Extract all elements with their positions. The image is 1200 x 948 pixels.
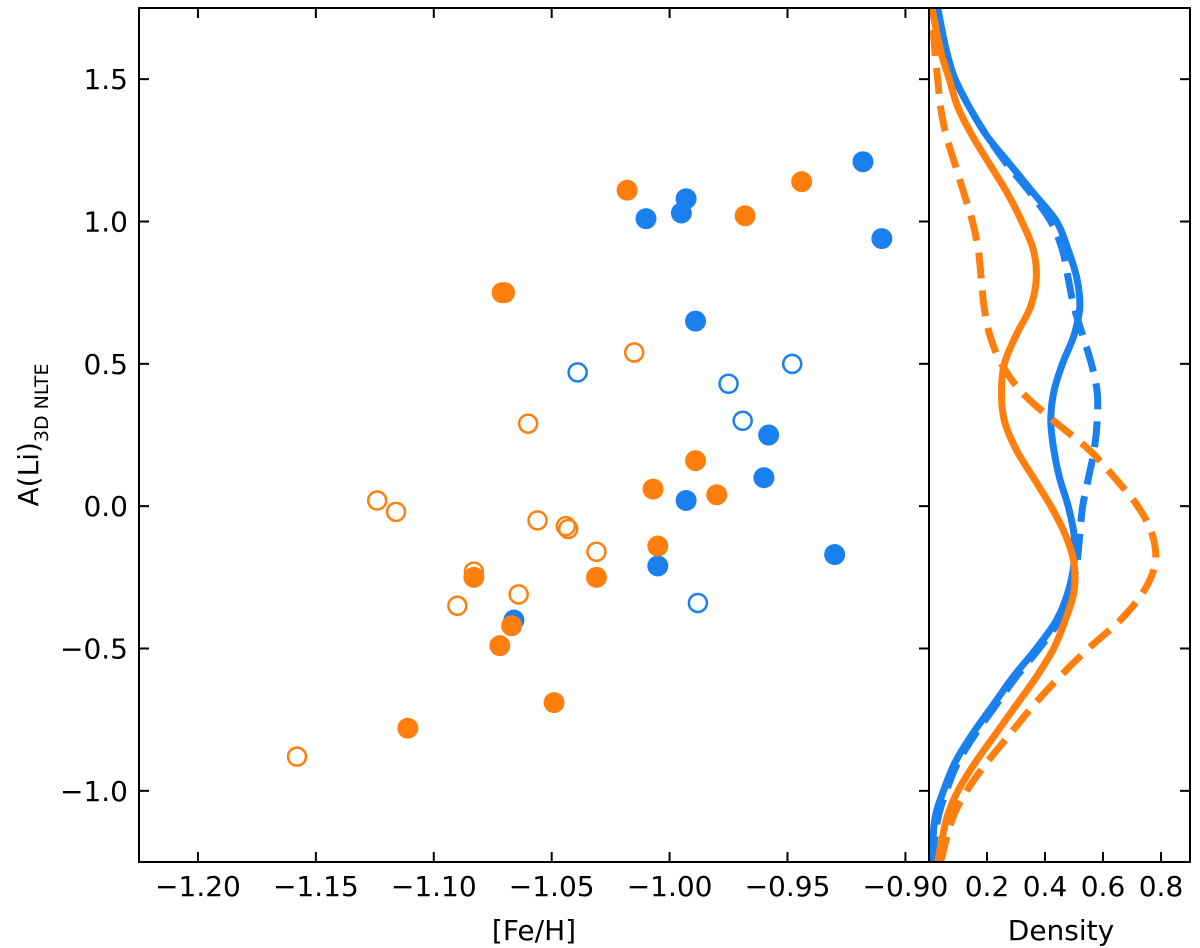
y-tick-label: −1.0 (60, 775, 128, 808)
orange-filled-point (616, 179, 638, 201)
orange-open-point (463, 561, 485, 582)
blue-filled-point (647, 555, 669, 577)
y-axis-title-subscript: 3D NLTE (31, 364, 53, 443)
orange-filled-point (706, 484, 728, 506)
density-tick-label: 0.6 (1081, 870, 1126, 903)
x-tick-label: −0.90 (863, 870, 949, 903)
blue-open-point (732, 410, 753, 432)
blue-open-point (781, 353, 803, 375)
orange-open-point (623, 342, 645, 363)
orange-filled-point (642, 478, 664, 500)
density-curves (929, 8, 1160, 862)
y-axis-title: A(Li)3D NLTE (12, 364, 53, 507)
density-tick-label: 0.2 (965, 870, 1010, 903)
blue-open-point (567, 362, 588, 383)
orange-open-point (447, 595, 468, 617)
scatter-ticks: −1.20 −1.15 −1.10 −1.05 −1.00 −0.95 −0.90 −1.0 −… (60, 8, 1190, 903)
x-tick-label: −1.15 (273, 870, 359, 903)
blue-filled-point (758, 424, 780, 446)
y-tick-label: 0.5 (83, 348, 128, 381)
blue-dashed-density-curve (929, 8, 1102, 862)
blue-filled-point (824, 544, 846, 566)
scatter-points (286, 151, 893, 767)
orange-filled-point (543, 692, 565, 714)
blue-filled-point (871, 228, 893, 250)
orange-open-point (366, 490, 388, 511)
blue-open-point (687, 592, 709, 614)
y-axis-title-main: A(Li) (12, 442, 45, 506)
x-axis-title: [Fe/H] (492, 914, 576, 947)
y-tick-label: −0.5 (60, 633, 128, 666)
orange-open-point (286, 746, 308, 767)
blue-filled-point (753, 467, 775, 489)
orange-filled-point (489, 635, 511, 657)
density-tick-label: 0.8 (1139, 870, 1184, 903)
y-tick-label: 1.5 (83, 63, 128, 96)
scatter-panel-frame (138, 7, 930, 863)
orange-filled-point (463, 566, 485, 588)
orange-filled-point (494, 282, 516, 304)
orange-filled-point (397, 717, 419, 739)
blue-filled-point (852, 151, 874, 173)
orange-open-point (557, 518, 579, 540)
orange-filled-point (585, 566, 607, 588)
x-tick-label: −1.20 (155, 870, 241, 903)
orange-filled-point (647, 535, 669, 557)
orange-filled-point (685, 450, 707, 472)
blue-filled-point (675, 188, 697, 210)
orange-dashed-density-curve (929, 8, 1160, 862)
blue-filled-point (685, 310, 707, 332)
density-tick-label: 0.4 (1023, 870, 1068, 903)
y-tick-label: 0.0 (83, 490, 128, 523)
orange-open-point (517, 413, 539, 434)
x-tick-label: −1.05 (509, 870, 595, 903)
x-tick-label: −1.00 (627, 870, 713, 903)
orange-filled-point (791, 171, 813, 193)
blue-filled-point (675, 489, 697, 511)
orange-open-point (508, 584, 529, 605)
density-axis-title: Density (1008, 914, 1114, 947)
orange-open-point (555, 515, 577, 537)
orange-open-point (586, 541, 607, 562)
x-tick-label: −0.95 (745, 870, 831, 903)
orange-filled-point (501, 615, 523, 637)
orange-open-point (527, 510, 548, 531)
orange-filled-point (734, 205, 756, 227)
x-tick-label: −1.10 (391, 870, 477, 903)
y-tick-label: 1.0 (83, 206, 128, 239)
orange-solid-density-curve (929, 8, 1079, 862)
blue-open-point (718, 373, 739, 395)
orange-open-point (385, 501, 407, 523)
density-panel-frame (928, 7, 1191, 863)
blue-filled-point (635, 208, 657, 230)
density-ticks: 0.2 0.4 0.6 0.8 (965, 852, 1184, 903)
